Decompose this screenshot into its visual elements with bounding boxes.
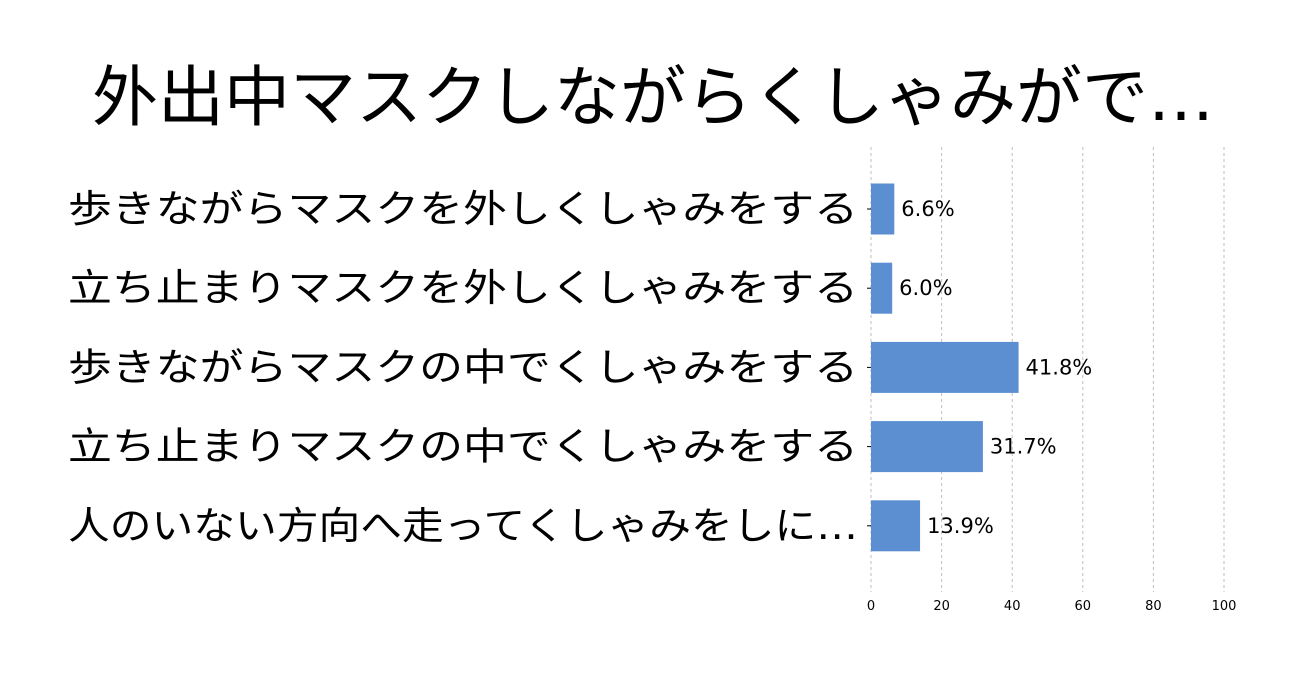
x-tick-label: 80 xyxy=(1145,599,1162,614)
category-label: 歩きながらマスクを外しくしゃみをする xyxy=(68,187,858,231)
x-tick-label: 100 xyxy=(1212,599,1237,614)
x-tick-label: 60 xyxy=(1075,599,1092,614)
value-label: 6.6% xyxy=(901,197,954,221)
bar xyxy=(871,262,893,314)
category-label: 人のいない方向へ走ってくしゃみをしに… xyxy=(68,504,858,548)
chart-title: 外出中マスクしながらくしゃみがで… xyxy=(92,59,1214,136)
bar xyxy=(871,500,921,552)
bar xyxy=(871,183,895,235)
x-tick-label: 20 xyxy=(933,599,950,614)
category-label: 歩きながらマスクの中でくしゃみをする xyxy=(68,345,858,389)
value-label: 6.0% xyxy=(899,276,952,300)
value-label: 13.9% xyxy=(927,514,994,538)
category-label: 立ち止まりマスクの中でくしゃみをする xyxy=(68,425,858,469)
x-tick-label: 0 xyxy=(867,599,875,614)
bar xyxy=(871,421,983,473)
x-tick-label: 40 xyxy=(1004,599,1021,614)
value-label: 41.8% xyxy=(1026,355,1093,379)
value-label: 31.7% xyxy=(990,435,1057,459)
bar xyxy=(871,341,1019,393)
category-label: 立ち止まりマスクを外しくしゃみをする xyxy=(68,266,858,310)
